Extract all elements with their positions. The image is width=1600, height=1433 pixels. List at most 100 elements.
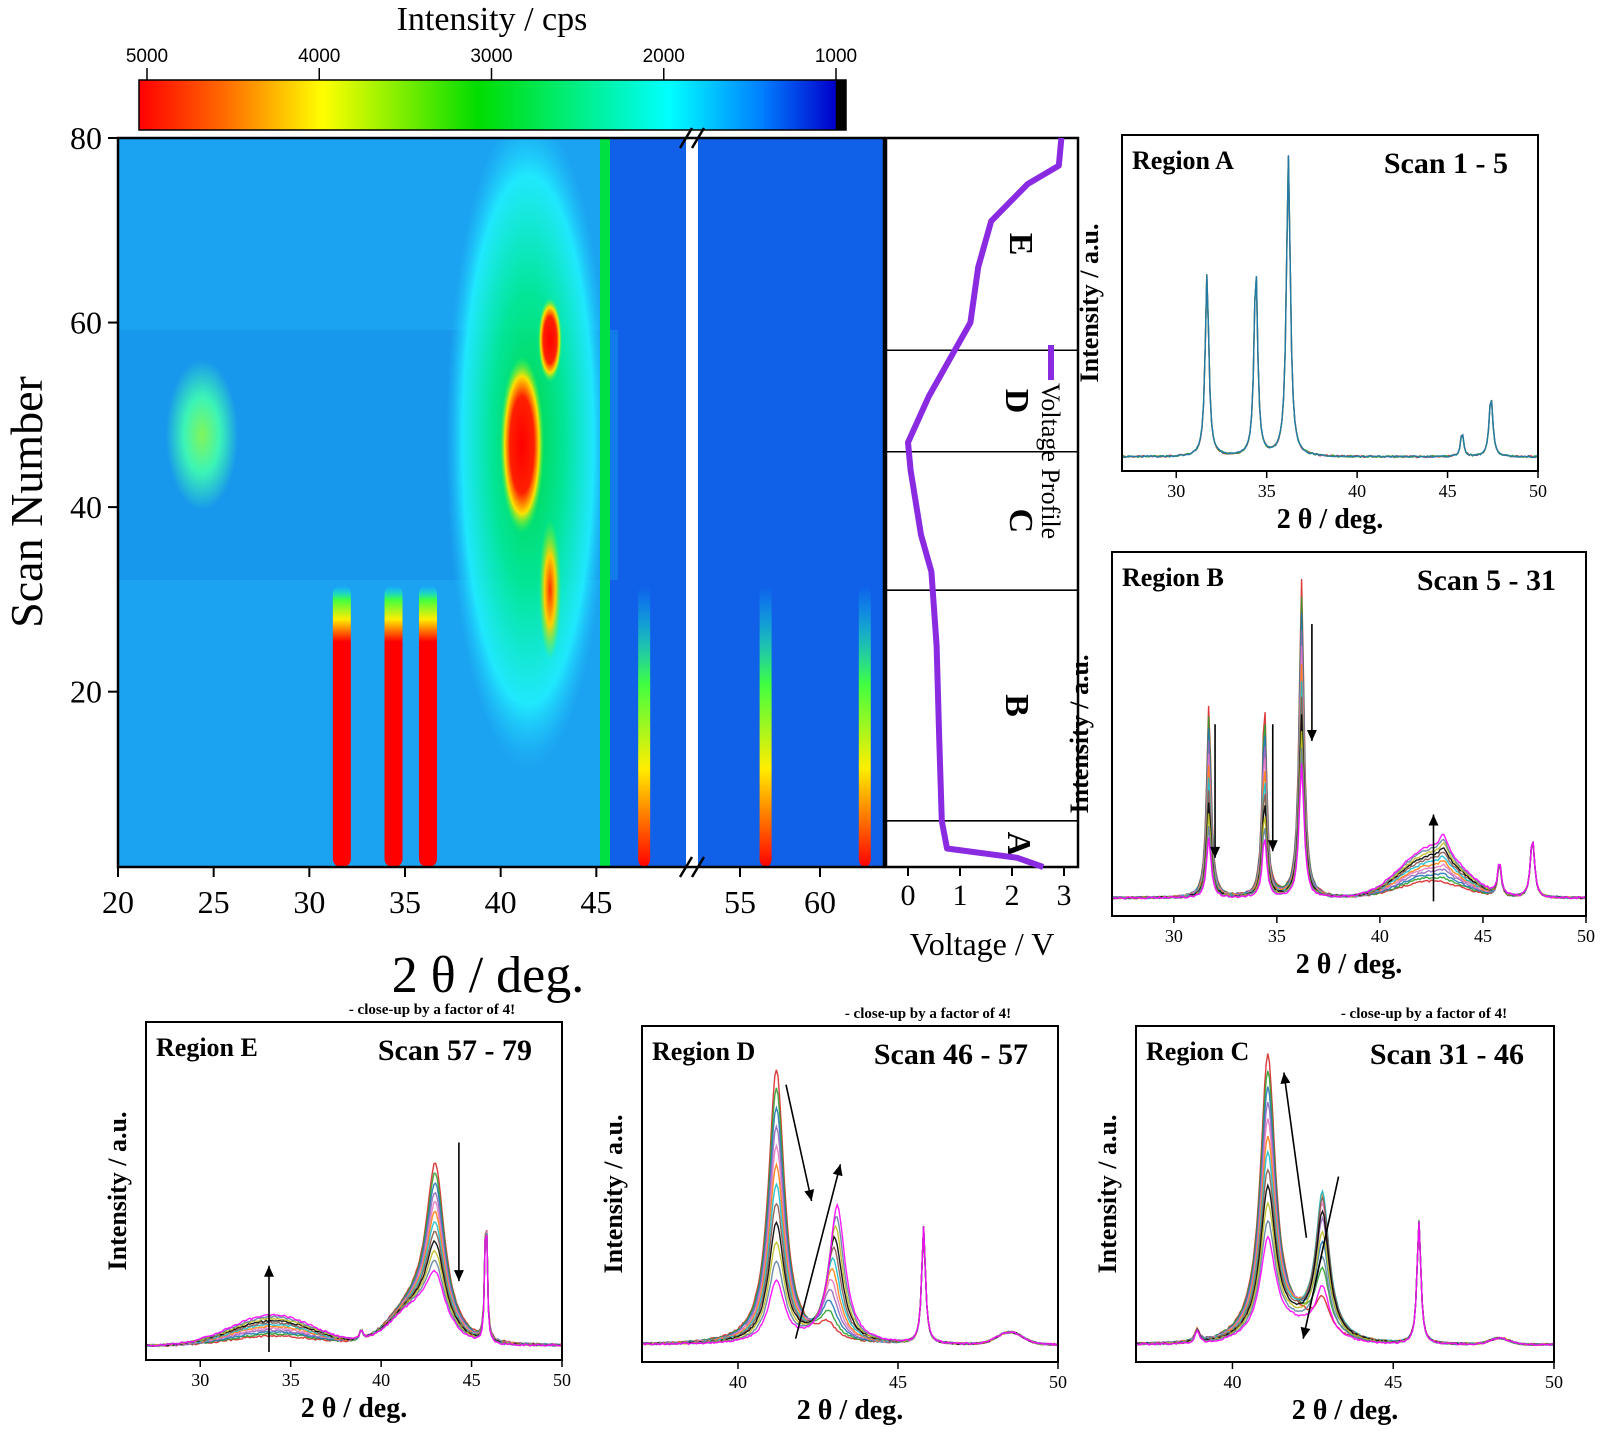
heatmap-x-tick-label: 30: [293, 884, 325, 920]
spectrum-trace: [1111, 731, 1587, 900]
panel-region-label: Region C: [1146, 1037, 1249, 1066]
trend-arrow-head: [1306, 730, 1317, 741]
spectrum-trace: [1111, 680, 1587, 900]
spectrum-trace: [642, 1202, 1059, 1347]
colorbar-tick-label: 2000: [643, 46, 685, 67]
heatmap-y-tick-label: 40: [70, 489, 102, 525]
panel-x-tick-label: 30: [1165, 926, 1183, 946]
panel-y-label: Intensity / a.u.: [599, 1115, 628, 1274]
spectrum-trace: [1111, 612, 1587, 900]
voltage-region-label: E: [1002, 233, 1039, 256]
trend-arrow-head: [1267, 840, 1278, 852]
trend-arrow-head: [453, 1270, 464, 1282]
heatmap-x-tick-label: 20: [102, 884, 134, 920]
panel-frame: [1135, 1025, 1555, 1363]
panel-frame: [145, 1021, 563, 1361]
voltage-profile-line: [905, 137, 1065, 870]
trend-arrow-head: [804, 1189, 815, 1201]
voltage-panel: A B C D E 0 1 2 3 Voltage / V Voltage Profile: [884, 136, 1080, 962]
panel-frame: [1121, 134, 1539, 472]
panel-scan-label: Scan 57 - 79: [378, 1034, 532, 1067]
panel-x-tick-label: 40: [1348, 481, 1366, 501]
heatmap-x-tick-label: 35: [389, 884, 421, 920]
colorbar-title: Intensity / cps: [397, 1, 588, 38]
heatmap-peak-streak: [332, 585, 351, 867]
spectrum-trace: [1111, 763, 1587, 900]
heatmap-right-segment: [610, 138, 884, 867]
panel-frame: [641, 1025, 1059, 1363]
panel-y-label: Intensity / a.u.: [103, 1112, 132, 1271]
voltage-x-ticks: 0 1 2 3: [901, 867, 1072, 912]
voltage-x-tick-label: 2: [1005, 879, 1020, 912]
spectrum-trace: [1121, 155, 1539, 459]
panel-scan-label: Scan 31 - 46: [1370, 1038, 1524, 1071]
colorbar-tick-label: 5000: [126, 46, 168, 67]
spectrum-trace: [145, 1233, 563, 1347]
voltage-x-tick-label: 1: [953, 879, 968, 912]
spectrum-trace: [1136, 1118, 1555, 1347]
panel-x-label: 2 θ / deg.: [301, 1393, 407, 1424]
spectrum-trace: [145, 1221, 563, 1348]
heatmap-x-ticks: 20 25 30 35 40 45 55 60: [102, 867, 836, 920]
panel-x-label: 2 θ / deg.: [797, 1395, 903, 1426]
spectrum-trace: [1121, 155, 1539, 459]
trend-arrow-shaft: [1283, 1072, 1308, 1238]
panel-x-tick-label: 50: [553, 1370, 571, 1390]
colorbar-ticks: 5000 4000 3000 2000 1000: [126, 46, 857, 80]
heatmap-y-tick-label: 20: [70, 674, 102, 710]
panel-region-a: 30 35 40 45 50 2 θ / deg. Intensity / a.u. Regi…: [1075, 134, 1547, 535]
panel-x-tick-label: 50: [1529, 481, 1547, 501]
panel-region-label: Region E: [156, 1033, 258, 1062]
heatmap-spot-25: [166, 360, 238, 510]
panel-region-d: 40 45 50 2 θ / deg. Intensity / a.u. Region D…: [599, 1006, 1067, 1426]
heatmap-hot-spot-2: [538, 298, 562, 382]
panel-x-tick-label: 30: [1167, 481, 1185, 501]
panel-x-tick-label: 30: [191, 1370, 209, 1390]
voltage-legend-label: Voltage Profile: [1036, 383, 1065, 539]
voltage-x-label: Voltage / V: [910, 926, 1055, 962]
colorbar-tick-label: 3000: [470, 46, 512, 67]
spectrum-trace: [145, 1191, 563, 1347]
spectrum-trace: [1135, 1070, 1555, 1346]
spectrum-trace: [146, 1162, 563, 1347]
panel-x-tick-label: 50: [1049, 1372, 1067, 1392]
panel-region-label: Region D: [652, 1037, 755, 1066]
heatmap-x-tick-label: 25: [198, 884, 230, 920]
panel-x-tick-label: 45: [1474, 926, 1492, 946]
spectrum-trace: [1135, 1101, 1555, 1347]
heatmap-y-ticks: 20 40 60 80: [70, 120, 118, 710]
voltage-region-label: C: [1002, 509, 1039, 534]
heatmap-x-tick-label: 55: [724, 884, 756, 920]
voltage-legend: Voltage Profile: [1036, 345, 1065, 539]
panel-region-label: Region A: [1132, 146, 1234, 175]
region-panels: 30 35 40 45 50 2 θ / deg. Intensity / a.u. Regi…: [103, 134, 1595, 1426]
spectrum-trace: [1112, 578, 1587, 900]
spectrum-trace: [145, 1172, 563, 1347]
panel-x-tick-label: 35: [1258, 481, 1276, 501]
panel-x-tick-label: 40: [729, 1372, 747, 1392]
heatmap-x-label: 2 θ / deg.: [392, 947, 584, 1004]
panel-scan-label: Scan 46 - 57: [874, 1038, 1028, 1071]
heatmap-x-tick-label: 60: [804, 884, 836, 920]
trend-arrow-head: [832, 1164, 843, 1177]
spectrum-trace: [1111, 630, 1587, 900]
heatmap-plot: 20 25 30 35 40 45 55 60 20 40 60 80 Scan Number 2 …: [1, 120, 886, 1004]
axis-break-gap: [686, 138, 698, 867]
heatmap-y-tick-label: 60: [70, 305, 102, 341]
panel-x-label: 2 θ / deg.: [1292, 1395, 1398, 1426]
panel-closeup-note: - close-up by a factor of 4!: [845, 1006, 1011, 1022]
panel-x-tick-label: 40: [372, 1370, 390, 1390]
voltage-region-label: A: [1000, 832, 1037, 857]
trend-arrow-head: [1428, 814, 1439, 826]
spectrum-trace: [641, 1182, 1059, 1346]
panel-y-label: Intensity / a.u.: [1065, 655, 1094, 814]
panel-x-tick-label: 45: [463, 1370, 481, 1390]
panel-x-tick-label: 40: [1371, 926, 1389, 946]
spectrum-trace: [145, 1233, 563, 1347]
panel-y-label: Intensity / a.u.: [1093, 1115, 1122, 1274]
spectrum-trace: [145, 1233, 563, 1347]
spectrum-trace: [145, 1235, 563, 1347]
heatmap-initial-peaks: [332, 585, 871, 867]
voltage-region-dividers: A B C D E: [886, 233, 1078, 857]
